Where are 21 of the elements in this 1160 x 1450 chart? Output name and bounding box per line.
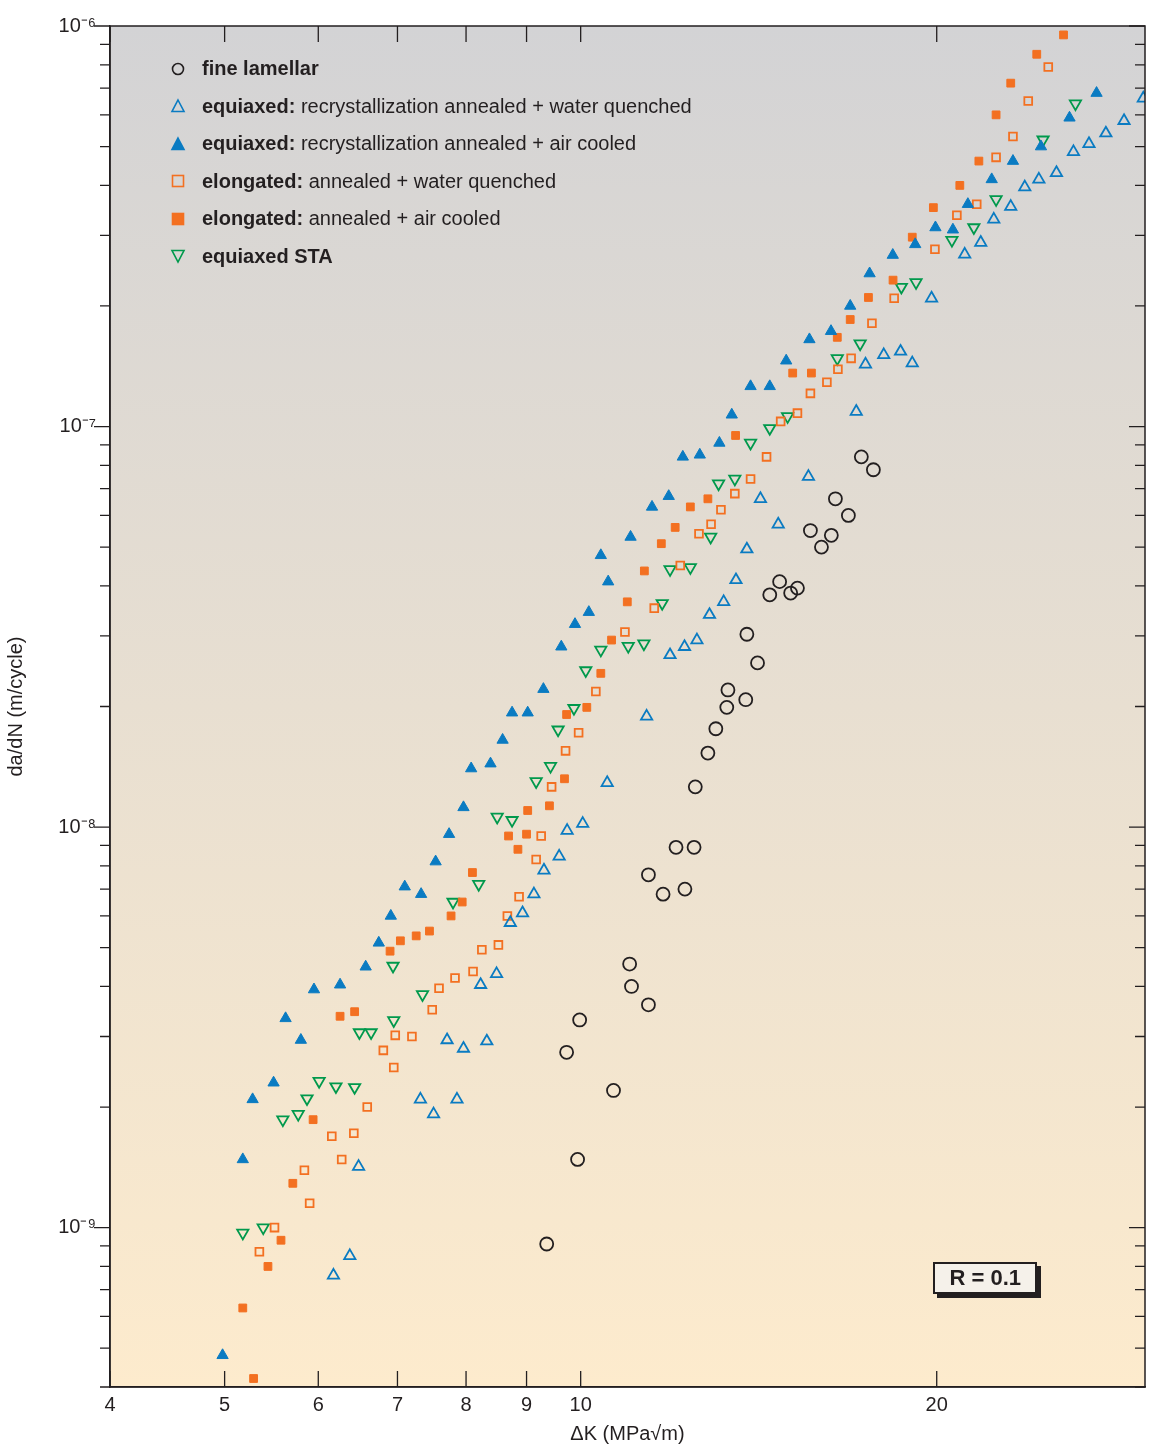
x-tick-label: 4 [104,1392,116,1415]
x-tick-label: 20 [925,1392,948,1415]
legend-label: equiaxed STA [202,244,333,267]
y-tick-label: 10⁻⁸ [58,814,96,837]
legend-label: elongated: annealed + air cooled [202,207,501,231]
y-tick-label: 10⁻⁹ [58,1215,96,1238]
x-tick-label: 6 [312,1392,324,1415]
x-tick-label: 5 [219,1392,231,1415]
legend-label: equiaxed: recrystallization annealed + water quenched [202,94,692,118]
x-tick-label: 9 [520,1392,533,1415]
x-tick-label: 7 [391,1392,404,1415]
x-axis-title: ΔK (MPa√m) [570,1421,685,1444]
y-tick-label: 10⁻⁶ [58,13,96,36]
annotation: R = 0.1 [933,1262,1037,1294]
y-tick-label: 10⁻⁷ [59,414,96,437]
legend-label: fine lamellar [202,57,319,80]
x-tick-label: 8 [460,1392,472,1415]
y-axis-title: da/dN (m/cycle) [3,636,26,777]
legend-label: equiaxed: recrystallization annealed + air cooled [202,132,637,156]
x-tick-label: 10 [569,1392,592,1415]
legend-label: elongated: annealed + water quenched [202,169,557,193]
